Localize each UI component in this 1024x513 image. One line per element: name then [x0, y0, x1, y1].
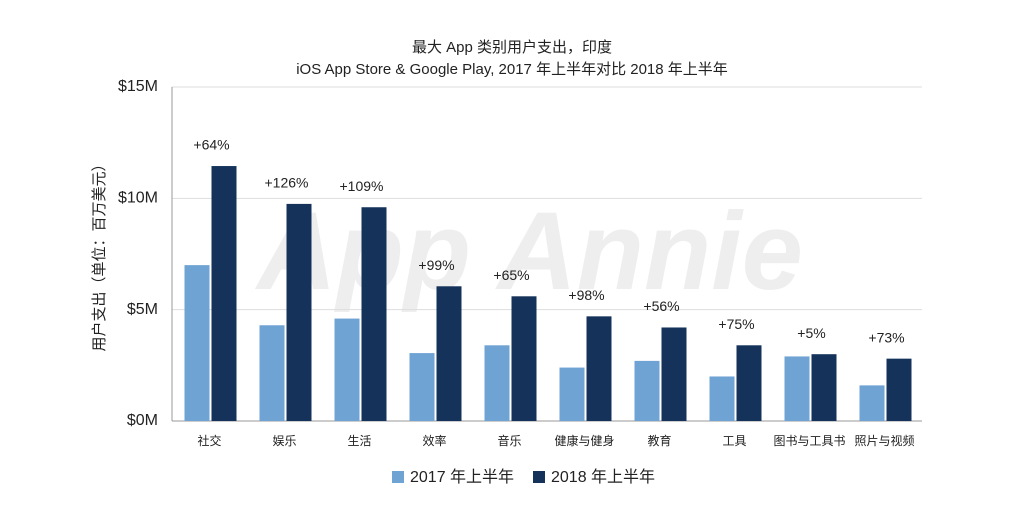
bar	[634, 360, 660, 421]
annotation: +65%	[493, 267, 529, 283]
bar	[661, 327, 687, 421]
bar	[784, 356, 810, 421]
x-tick-label: 生活	[347, 434, 371, 448]
bar	[859, 385, 885, 421]
x-tick-label: 健康与健身	[554, 433, 614, 448]
x-tick-label: 音乐	[497, 433, 521, 448]
bar	[436, 286, 462, 421]
annotation: +5%	[797, 325, 825, 341]
annotation: +98%	[568, 287, 604, 303]
x-tick-label: 效率	[422, 433, 446, 448]
annotation: +126%	[265, 175, 309, 191]
bar	[409, 353, 435, 421]
annotation: +64%	[193, 137, 229, 153]
y-tick-label: $10M	[118, 190, 158, 207]
y-tick-label: $15M	[118, 78, 158, 95]
bar	[511, 296, 537, 421]
annotation: +56%	[643, 298, 679, 314]
bar	[286, 203, 312, 421]
legend-swatch	[392, 471, 404, 483]
annotation: +75%	[718, 316, 754, 332]
y-axis-label: 用户支出（单位：百万美元）	[91, 156, 108, 351]
legend-label: 2017 年上半年	[410, 468, 514, 486]
bar	[184, 265, 210, 421]
bar	[886, 358, 912, 421]
bar	[559, 367, 585, 421]
bar	[211, 166, 237, 421]
bar	[811, 354, 837, 421]
bar	[709, 376, 735, 421]
x-tick-label: 工具	[722, 434, 746, 448]
bar	[259, 325, 285, 421]
x-tick-label: 社交	[197, 433, 221, 448]
legend-swatch	[533, 471, 545, 483]
y-tick-label: $5M	[127, 301, 158, 318]
bar	[586, 316, 612, 421]
x-tick-label: 图书与工具书	[773, 434, 845, 448]
bar	[736, 345, 762, 421]
legend-label: 2018 年上半年	[551, 468, 655, 486]
annotation: +99%	[418, 257, 454, 273]
annotation: +73%	[868, 329, 904, 345]
bar	[484, 345, 510, 421]
bar	[361, 207, 387, 421]
chart-title: 最大 App 类别用户支出，印度	[412, 39, 612, 56]
x-tick-label: 教育	[647, 433, 671, 448]
x-tick-label: 照片与视频	[854, 433, 914, 448]
bar	[334, 318, 360, 421]
x-tick-label: 娱乐	[272, 434, 296, 448]
y-tick-label: $0M	[127, 412, 158, 429]
watermark: App Annie	[254, 190, 803, 313]
chart-subtitle: iOS App Store & Google Play, 2017 年上半年对比…	[296, 61, 728, 78]
annotation: +109%	[340, 178, 384, 194]
